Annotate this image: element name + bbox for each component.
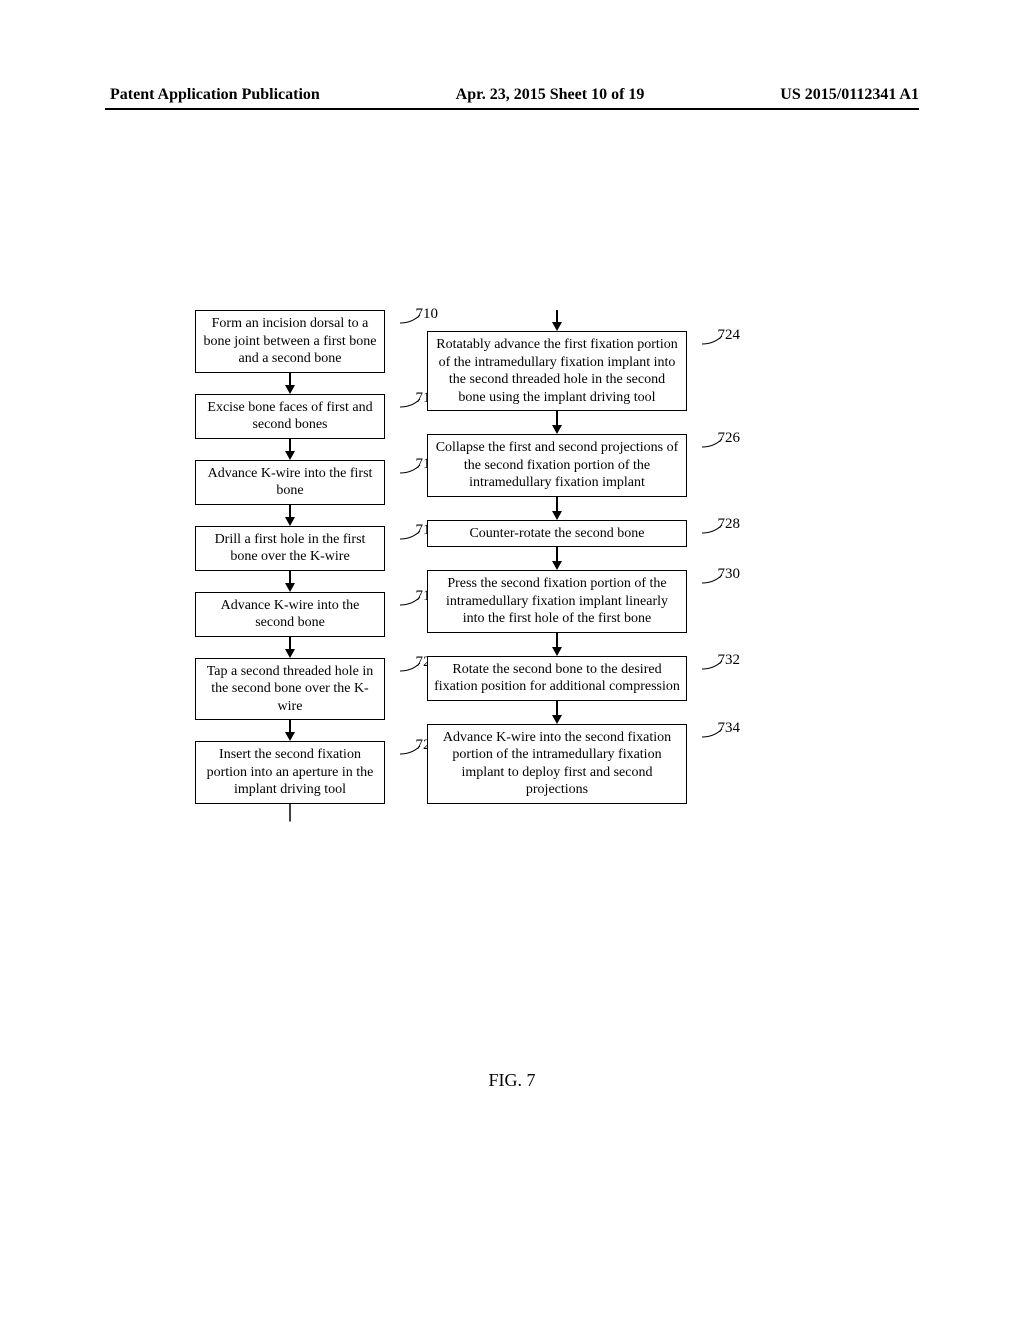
leader-line [702,573,726,597]
flow-step: Form an incision dorsal to a bone joint … [195,310,385,373]
flow-arrow [285,505,295,526]
flow-arrow [285,720,295,741]
flow-step: Advance K-wire into the second fixation … [427,724,687,804]
header-right: US 2015/0112341 A1 [780,86,919,104]
page-header: Patent Application Publication Apr. 23, … [0,86,1024,104]
leader-line [702,523,726,547]
flow-arrow [552,633,562,656]
flow-step: Counter-rotate the second bone728 [427,520,687,548]
flow-arrow [285,439,295,460]
leader-line [400,313,424,337]
leader-line [702,437,726,461]
leader-line [400,529,424,553]
leader-line [400,595,424,619]
flow-step: Rotate the second bone to the desired fi… [427,656,687,701]
flow-step: Excise bone faces of first and second bo… [195,394,385,439]
figure-caption: FIG. 7 [0,1070,1024,1091]
flow-arrow [552,310,562,331]
flow-step: Advance K-wire into the second bone718 [195,592,385,637]
flow-arrow [285,571,295,592]
flow-arrow [552,497,562,520]
flow-arrow [285,373,295,394]
flow-step: Insert the second fixation portion into … [195,741,385,804]
flow-step: Advance K-wire into the first bone714 [195,460,385,505]
flow-step: Tap a second threaded hole in the second… [195,658,385,721]
flow-arrow [552,547,562,570]
flow-step: Collapse the first and second projection… [427,434,687,497]
flow-arrow [552,411,562,434]
leader-line [400,744,424,768]
header-left: Patent Application Publication [110,86,320,104]
leader-line [702,727,726,751]
flow-step: Press the second fixation portion of the… [427,570,687,633]
leader-line [400,463,424,487]
flow-column-left: Form an incision dorsal to a bone joint … [195,310,385,804]
header-center: Apr. 23, 2015 Sheet 10 of 19 [456,86,645,104]
leader-line [400,397,424,421]
flowchart: Form an incision dorsal to a bone joint … [195,310,835,804]
flow-step: Rotatably advance the first fixation por… [427,331,687,411]
flow-column-right: Rotatably advance the first fixation por… [427,310,687,804]
leader-line [702,659,726,683]
leader-line [400,661,424,685]
leader-line [702,334,726,358]
header-rule [105,108,919,110]
flow-arrow [552,701,562,724]
flow-arrow [285,637,295,658]
flow-step: Drill a first hole in the first bone ove… [195,526,385,571]
